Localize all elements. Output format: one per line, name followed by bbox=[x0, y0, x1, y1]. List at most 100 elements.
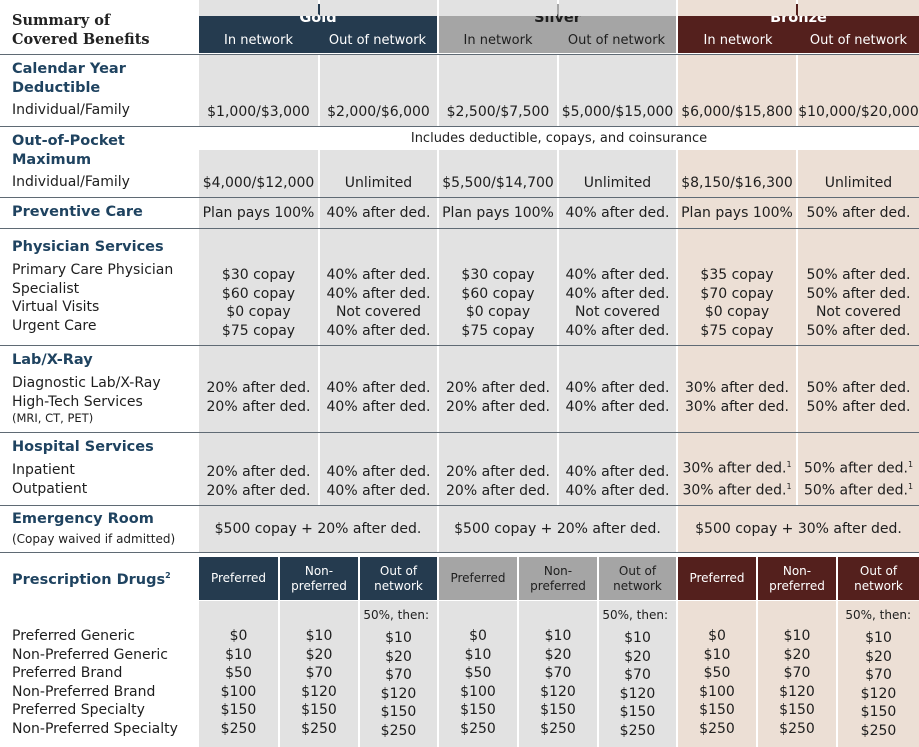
rx-header-two-line: Out of network bbox=[613, 564, 662, 594]
lab-title: Lab/X-Ray bbox=[12, 352, 93, 368]
physician-value: 50% after ded. bbox=[806, 285, 911, 302]
rx-value: $150 bbox=[380, 704, 417, 721]
rx-header-line: Out of bbox=[379, 563, 418, 578]
physician-value: Not covered bbox=[574, 304, 661, 320]
oop-label: Individual/Family bbox=[12, 174, 130, 190]
rx-value: $0 bbox=[229, 628, 248, 644]
hospital-value: 30% after ded.1 bbox=[682, 459, 792, 477]
rx-value-column: $0 $10 $50 $100 $150 $250 bbox=[678, 601, 756, 747]
gold-in-network-label: In network bbox=[224, 33, 293, 48]
rx-header-line: Out of bbox=[859, 563, 898, 578]
rx-value-column: 50%, then: $10 $20 $70 $120 $150 $250 bbox=[838, 601, 919, 747]
divider bbox=[0, 432, 919, 433]
preventive-cell: Plan pays 100% bbox=[439, 198, 557, 228]
lab-value: 40% after ded. bbox=[326, 380, 431, 396]
rx-value: $100 bbox=[699, 683, 735, 700]
physician-cell: $35 copay $70 copay $0 copay $75 copay bbox=[678, 229, 796, 345]
physician-cell: $30 copay $60 copay $0 copay $75 copay bbox=[199, 229, 318, 345]
rx-value: $70 bbox=[385, 667, 412, 684]
hospital-value: 40% after ded. bbox=[326, 482, 431, 499]
deductible-title: Calendar Year Deductible bbox=[12, 61, 126, 96]
deductible-value: $2,500/$7,500 bbox=[446, 103, 550, 120]
preventive-cell: 40% after ded. bbox=[320, 198, 437, 228]
oop-value: Unlimited bbox=[344, 174, 413, 191]
rx-value: $250 bbox=[540, 720, 576, 737]
rx-value-column: $0 $10 $50 $100 $150 $250 bbox=[199, 601, 278, 747]
rx-header-line: Non- bbox=[304, 563, 334, 578]
physician-value: Not covered bbox=[335, 304, 422, 320]
rx-value-column: $10 $20 $70 $120 $150 $250 bbox=[519, 601, 597, 747]
lab-value: 50% after ded. bbox=[806, 398, 911, 415]
hospital-value: 50% after ded.1 bbox=[803, 481, 914, 499]
rx-value: $10 bbox=[225, 646, 252, 663]
rx-value: $70 bbox=[783, 665, 811, 682]
deductible-value: $1,000/$3,000 bbox=[207, 103, 310, 120]
deductible-cell: $6,000/$15,800 bbox=[678, 55, 796, 126]
divider bbox=[0, 54, 919, 55]
rx-value-column: $10 $20 $70 $120 $150 $250 bbox=[758, 601, 836, 747]
preventive-cell: 40% after ded. bbox=[559, 198, 676, 228]
rx-value: $250 bbox=[779, 720, 815, 737]
rx-value: $70 bbox=[305, 665, 333, 682]
rx-column-header: Preferred bbox=[199, 557, 278, 600]
deductible-value: $10,000/$20,000 bbox=[798, 103, 919, 120]
er-value: $500 copay + 20% after ded. bbox=[454, 520, 661, 537]
rx-footnote: 2 bbox=[165, 571, 171, 580]
lab-value: 20% after ded. bbox=[206, 380, 311, 396]
preventive-value: Plan pays 100% bbox=[202, 204, 315, 221]
hospital-labels: Inpatient Outpatient bbox=[12, 462, 88, 497]
rx-column-header: Out of network bbox=[360, 557, 437, 600]
page-title: Summary of Covered Benefits bbox=[12, 12, 150, 48]
hospital-value: 30% after ded.1 bbox=[682, 481, 792, 499]
rx-header-two-line: Non-preferred bbox=[769, 564, 825, 594]
rx-value: $10 bbox=[544, 628, 572, 644]
rx-column-header: Preferred bbox=[439, 557, 517, 600]
oop-value: Unlimited bbox=[824, 174, 893, 191]
rx-value-column: 50%, then: $10 $20 $70 $120 $150 $250 bbox=[360, 601, 437, 747]
preventive-value: Plan pays 100% bbox=[681, 204, 793, 221]
hospital-value: 50% after ded.1 bbox=[803, 459, 914, 477]
rx-value: $250 bbox=[699, 720, 735, 737]
rx-value: $150 bbox=[619, 704, 656, 721]
divider bbox=[0, 126, 919, 127]
silver-in-network-label: In network bbox=[463, 33, 533, 48]
er-cell: $500 copay + 20% after ded. bbox=[439, 506, 676, 552]
rx-then-note: 50%, then: bbox=[602, 608, 668, 622]
lab-cell: 20% after ded. 20% after ded. bbox=[439, 346, 557, 432]
physician-cell: 40% after ded. 40% after ded. Not covered 4… bbox=[559, 229, 676, 345]
rx-header-line: network bbox=[374, 578, 423, 593]
noop-cell bbox=[320, 0, 437, 16]
noop-cell bbox=[199, 0, 318, 16]
rx-header-line: Non- bbox=[543, 563, 573, 578]
deductible-value: $5,000/$15,000 bbox=[561, 103, 674, 120]
rx-header-preferred: Preferred bbox=[210, 571, 267, 585]
rx-value: $70 bbox=[624, 667, 651, 684]
er-cell: $500 copay + 30% after ded. bbox=[678, 506, 919, 552]
rx-value: $120 bbox=[619, 685, 656, 702]
divider bbox=[0, 228, 919, 229]
rx-value: $250 bbox=[301, 720, 337, 737]
oop-cell: Unlimited bbox=[798, 150, 919, 197]
rx-value: $120 bbox=[860, 685, 897, 702]
rx-value-column: $10 $20 $70 $120 $150 $250 bbox=[280, 601, 358, 747]
preventive-cell: 50% after ded. bbox=[798, 198, 919, 228]
lab-value: 20% after ded. bbox=[206, 398, 311, 415]
rx-value: $50 bbox=[464, 665, 492, 682]
rx-value: $150 bbox=[301, 702, 337, 719]
rx-column-header: Non-preferred bbox=[280, 557, 358, 600]
rx-value: $20 bbox=[783, 646, 811, 663]
hospital-title: Hospital Services bbox=[12, 439, 154, 455]
deductible-label: Individual/Family bbox=[12, 102, 130, 118]
lab-cell: 20% after ded. 20% after ded. bbox=[199, 346, 318, 432]
lab-value: 30% after ded. bbox=[685, 380, 789, 396]
lab-value: 20% after ded. bbox=[446, 380, 550, 396]
rx-value: $120 bbox=[380, 685, 417, 702]
hospital-value: 40% after ded. bbox=[565, 464, 670, 480]
noop-cell bbox=[439, 0, 557, 16]
deductible-cell: $2,500/$7,500 bbox=[439, 55, 557, 126]
physician-cell: $30 copay $60 copay $0 copay $75 copay bbox=[439, 229, 557, 345]
physician-cell: 50% after ded. 50% after ded. Not covered 5… bbox=[798, 229, 919, 345]
rx-value: $10 bbox=[385, 630, 412, 646]
rx-value: $10 bbox=[865, 630, 892, 646]
physician-value: $35 copay bbox=[700, 267, 774, 283]
